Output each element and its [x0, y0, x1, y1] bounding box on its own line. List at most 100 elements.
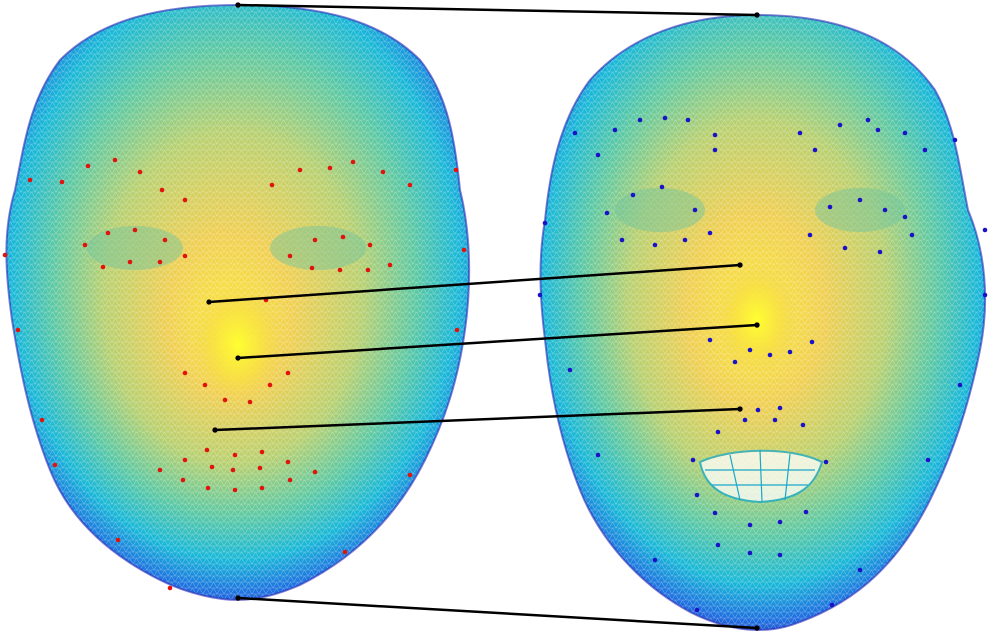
left-landmark [309, 265, 315, 271]
right-landmark [652, 242, 658, 248]
right-landmark [777, 405, 783, 411]
right-landmark [767, 352, 773, 358]
left-landmark [27, 177, 33, 183]
right-landmark [537, 292, 543, 298]
endpoint [754, 322, 760, 328]
right-landmark [902, 130, 908, 136]
left-landmark [285, 459, 291, 465]
endpoint [754, 12, 760, 18]
left-landmark [287, 253, 293, 259]
endpoint [235, 2, 241, 8]
left-landmark [365, 267, 371, 273]
right-landmark [842, 245, 848, 251]
right-landmark [812, 147, 818, 153]
left-landmark [202, 382, 208, 388]
right-landmark [877, 249, 883, 255]
left-landmark [350, 159, 356, 165]
right-landmark [865, 117, 871, 123]
left-landmark [82, 242, 88, 248]
left-landmark [342, 549, 348, 555]
left-landmark [157, 467, 163, 473]
right-landmark [612, 127, 618, 133]
correspondence-line-nose-tip [236, 323, 759, 360]
left-landmark [209, 464, 215, 470]
right-landmark [630, 192, 636, 198]
right-landmark [747, 522, 753, 528]
right-landmark [707, 337, 713, 343]
right-landmark [772, 417, 778, 423]
right-landmark [982, 227, 988, 233]
left-landmark [453, 167, 459, 173]
left-landmark [137, 169, 143, 175]
right-landmark [803, 509, 809, 515]
right-landmark [682, 237, 688, 243]
right-landmark [829, 602, 835, 608]
right-landmark [604, 210, 610, 216]
left-landmark [182, 197, 188, 203]
correspondence-line-forehead [236, 3, 759, 17]
left-landmark [85, 163, 91, 169]
left-landmark [157, 259, 163, 265]
right-landmark [572, 130, 578, 136]
left-landmark [105, 230, 111, 236]
right-landmark [659, 184, 665, 190]
endpoint [206, 299, 212, 305]
left-landmark [205, 485, 211, 491]
right-landmark [715, 429, 721, 435]
right-landmark [742, 417, 748, 423]
left-landmark [297, 167, 303, 173]
endpoint [737, 406, 743, 412]
correspondence-endpoints [206, 2, 760, 631]
left-landmark [230, 467, 236, 473]
left-landmark [232, 487, 238, 493]
left-landmark [100, 264, 106, 270]
left-landmark [162, 237, 168, 243]
right-landmark [652, 557, 658, 563]
right-landmark [747, 550, 753, 556]
right-landmark [747, 347, 753, 353]
left-landmark [340, 234, 346, 240]
left-landmark [112, 157, 118, 163]
right-landmark [685, 117, 691, 123]
left-landmark [461, 247, 467, 253]
left-landmark [182, 253, 188, 259]
left-landmark [232, 452, 238, 458]
right-landmark [542, 220, 548, 226]
endpoint [754, 625, 760, 631]
right-landmark [712, 510, 718, 516]
left-landmark [337, 267, 343, 273]
left-landmark [380, 169, 386, 175]
right-landmark [952, 137, 958, 143]
right-landmark [692, 207, 698, 213]
right-landmark [925, 457, 931, 463]
left-landmark [407, 182, 413, 188]
right-landmark [707, 230, 713, 236]
right-landmark [712, 132, 718, 138]
right-landmark [755, 407, 761, 413]
left-landmark [2, 252, 8, 258]
right-landmark [982, 292, 988, 298]
right-landmark [797, 130, 803, 136]
left-landmark [267, 382, 273, 388]
endpoint [212, 427, 218, 433]
right-landmark [787, 349, 793, 355]
endpoint [737, 262, 743, 268]
left-landmark [115, 537, 121, 543]
left-landmark [204, 447, 210, 453]
left-landmark [180, 477, 186, 483]
right-landmark [567, 367, 573, 373]
right-landmark [595, 452, 601, 458]
left-landmark [182, 370, 188, 376]
right-landmark [809, 339, 815, 345]
correspondence-line-chin [236, 596, 759, 630]
left-landmark [285, 370, 291, 376]
left-landmark [327, 165, 333, 171]
left-landmark [407, 472, 413, 478]
left-landmark [259, 485, 265, 491]
right-landmark [827, 204, 833, 210]
left-landmark [259, 449, 265, 455]
left-landmark [312, 237, 318, 243]
right-landmark [823, 459, 829, 465]
